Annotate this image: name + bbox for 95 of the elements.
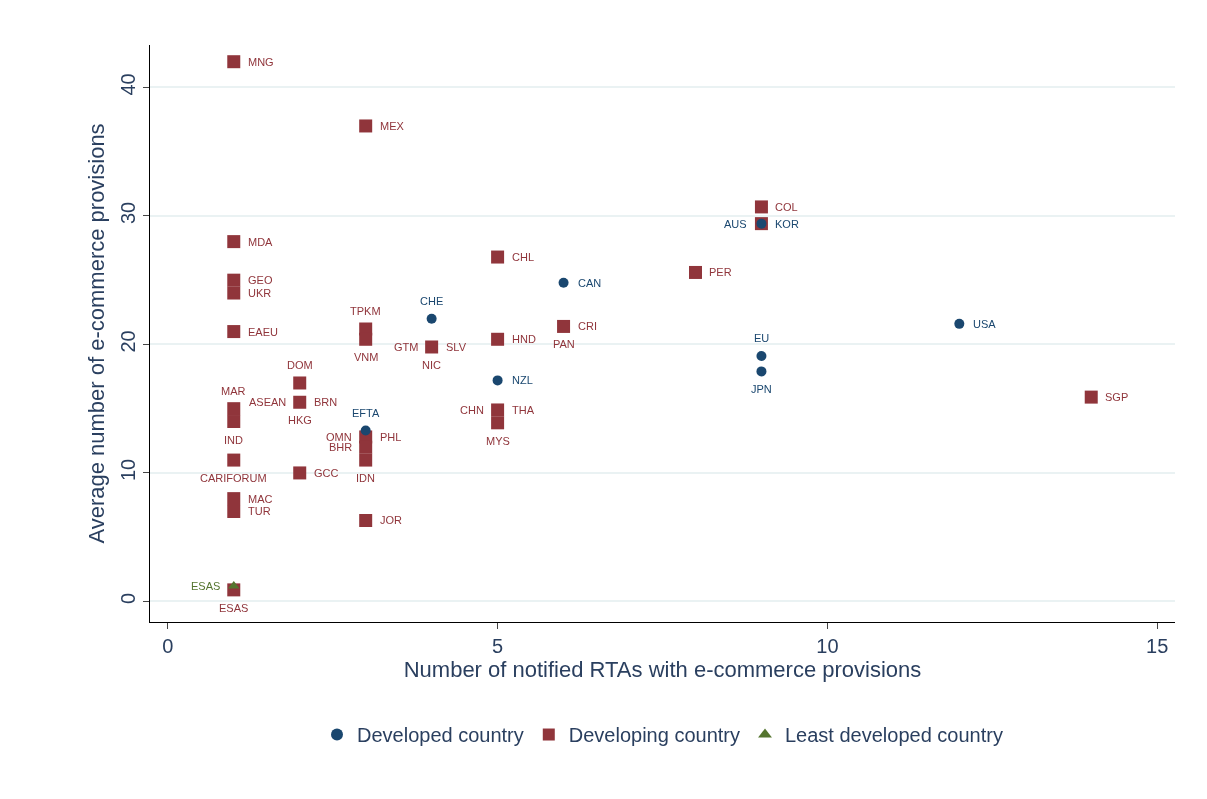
annotation: AUS bbox=[724, 218, 747, 230]
point bbox=[359, 332, 373, 346]
x-tick-label: 5 bbox=[492, 635, 504, 657]
point bbox=[227, 504, 241, 518]
point bbox=[227, 235, 241, 249]
annotation: DOM bbox=[287, 359, 313, 371]
annotation: MDA bbox=[248, 236, 274, 248]
point bbox=[359, 513, 373, 527]
point bbox=[293, 395, 307, 409]
point bbox=[491, 416, 505, 430]
annotation: ESAS bbox=[191, 580, 221, 592]
y-tick-label: 30 bbox=[117, 201, 139, 225]
annotation: BRN bbox=[314, 396, 338, 408]
point bbox=[359, 119, 373, 133]
annotation: THA bbox=[512, 404, 535, 416]
annotation: OMN bbox=[326, 431, 352, 443]
annotation: JPN bbox=[751, 383, 772, 395]
point bbox=[227, 415, 241, 429]
point bbox=[426, 313, 437, 324]
point bbox=[227, 492, 241, 506]
annotation: GCC bbox=[314, 467, 339, 479]
annotation: GTM bbox=[394, 341, 419, 353]
annotation: BHR bbox=[329, 441, 353, 453]
annotation: EAEU bbox=[248, 326, 279, 338]
annotation: VNM bbox=[354, 351, 379, 363]
annotation: TUR bbox=[248, 505, 271, 517]
annotation: NIC bbox=[422, 359, 441, 371]
annotation: CHL bbox=[512, 251, 535, 263]
annotation: SGP bbox=[1105, 391, 1129, 403]
annotation: USA bbox=[973, 318, 997, 330]
point bbox=[227, 325, 241, 339]
annotation: PHL bbox=[380, 431, 402, 443]
point bbox=[756, 366, 767, 377]
point bbox=[492, 375, 503, 386]
point bbox=[425, 340, 439, 354]
annotation: SLV bbox=[446, 341, 467, 353]
annotation: CRI bbox=[578, 320, 597, 332]
annotation: KOR bbox=[775, 218, 799, 230]
point bbox=[359, 453, 373, 467]
legend-label: Developed country bbox=[357, 724, 524, 747]
point bbox=[557, 319, 571, 333]
annotation: ESAS bbox=[219, 602, 249, 614]
annotation: ASEAN bbox=[249, 396, 287, 408]
annotation: MAR bbox=[221, 385, 246, 397]
x-tick-label: 0 bbox=[162, 635, 174, 657]
annotation: HND bbox=[512, 333, 536, 345]
annotation: EFTA bbox=[352, 407, 380, 419]
y-axis-title: Average number of e-commerce provisions bbox=[83, 123, 109, 544]
annotation: IDN bbox=[356, 472, 375, 484]
annotation: PER bbox=[709, 266, 732, 278]
y-tick-label: 10 bbox=[117, 458, 139, 482]
annotation: MYS bbox=[486, 435, 510, 447]
annotation: IND bbox=[224, 434, 243, 446]
x-tick-label: 15 bbox=[1146, 635, 1169, 657]
point bbox=[359, 440, 373, 454]
x-tick-label: 10 bbox=[816, 635, 839, 657]
annotation: MNG bbox=[248, 56, 274, 68]
point bbox=[954, 318, 965, 329]
point bbox=[227, 273, 241, 287]
x-axis-title: Number of notified RTAs with e-commerce provisions bbox=[403, 657, 922, 682]
point bbox=[491, 403, 505, 417]
annotation: TPKM bbox=[350, 305, 381, 317]
point bbox=[1084, 390, 1098, 404]
annotation: HKG bbox=[288, 414, 312, 426]
point bbox=[688, 265, 702, 279]
annotation: JOR bbox=[380, 514, 403, 526]
annotation: MAC bbox=[248, 493, 273, 505]
point bbox=[227, 402, 241, 416]
point bbox=[293, 376, 307, 390]
annotation: COL bbox=[775, 201, 798, 213]
annotation: CARIFORUM bbox=[200, 472, 267, 484]
point bbox=[227, 286, 241, 300]
annotation: MEX bbox=[380, 120, 405, 132]
y-tick-label: 20 bbox=[117, 330, 139, 353]
annotation: EU bbox=[754, 332, 770, 344]
point bbox=[756, 350, 767, 361]
point bbox=[558, 277, 569, 288]
annotation: CAN bbox=[578, 277, 602, 289]
point bbox=[360, 425, 371, 436]
legend-label: Least developed country bbox=[785, 724, 1003, 747]
point bbox=[491, 332, 505, 346]
annotation: UKR bbox=[248, 287, 272, 299]
legend-label: Developing country bbox=[568, 724, 740, 747]
annotation: GEO bbox=[248, 274, 273, 286]
point bbox=[491, 250, 505, 264]
y-tick-label: 0 bbox=[117, 592, 139, 604]
point bbox=[227, 55, 241, 69]
point bbox=[754, 200, 768, 214]
annotation: NZL bbox=[512, 374, 533, 386]
point bbox=[293, 466, 307, 480]
point bbox=[227, 453, 241, 467]
annotation: PAN bbox=[553, 338, 575, 350]
y-tick-label: 40 bbox=[117, 73, 139, 96]
annotation: CHE bbox=[420, 295, 444, 307]
annotation: CHN bbox=[460, 404, 484, 416]
